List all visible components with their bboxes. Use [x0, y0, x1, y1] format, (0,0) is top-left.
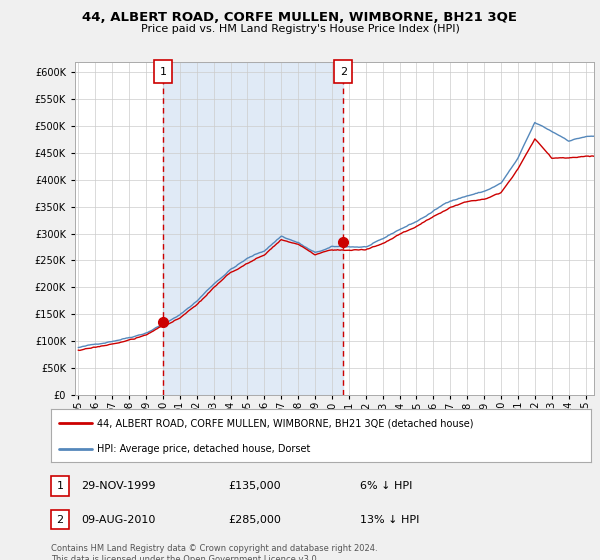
Text: 6% ↓ HPI: 6% ↓ HPI	[360, 481, 412, 491]
Text: 44, ALBERT ROAD, CORFE MULLEN, WIMBORNE, BH21 3QE: 44, ALBERT ROAD, CORFE MULLEN, WIMBORNE,…	[83, 11, 517, 24]
Text: 1: 1	[160, 67, 166, 77]
Bar	[163, 62, 343, 395]
Text: 13% ↓ HPI: 13% ↓ HPI	[360, 515, 419, 525]
Text: HPI: Average price, detached house, Dorset: HPI: Average price, detached house, Dors…	[97, 444, 310, 454]
Text: Price paid vs. HM Land Registry's House Price Index (HPI): Price paid vs. HM Land Registry's House …	[140, 24, 460, 34]
Text: £285,000: £285,000	[228, 515, 281, 525]
Text: 09-AUG-2010: 09-AUG-2010	[81, 515, 155, 525]
Text: 44, ALBERT ROAD, CORFE MULLEN, WIMBORNE, BH21 3QE (detached house): 44, ALBERT ROAD, CORFE MULLEN, WIMBORNE,…	[97, 418, 473, 428]
Text: 2: 2	[56, 515, 64, 525]
Text: 29-NOV-1999: 29-NOV-1999	[81, 481, 155, 491]
Text: 1: 1	[56, 481, 64, 491]
Text: 2: 2	[340, 67, 347, 77]
Text: Contains HM Land Registry data © Crown copyright and database right 2024.
This d: Contains HM Land Registry data © Crown c…	[51, 544, 377, 560]
Text: £135,000: £135,000	[228, 481, 281, 491]
